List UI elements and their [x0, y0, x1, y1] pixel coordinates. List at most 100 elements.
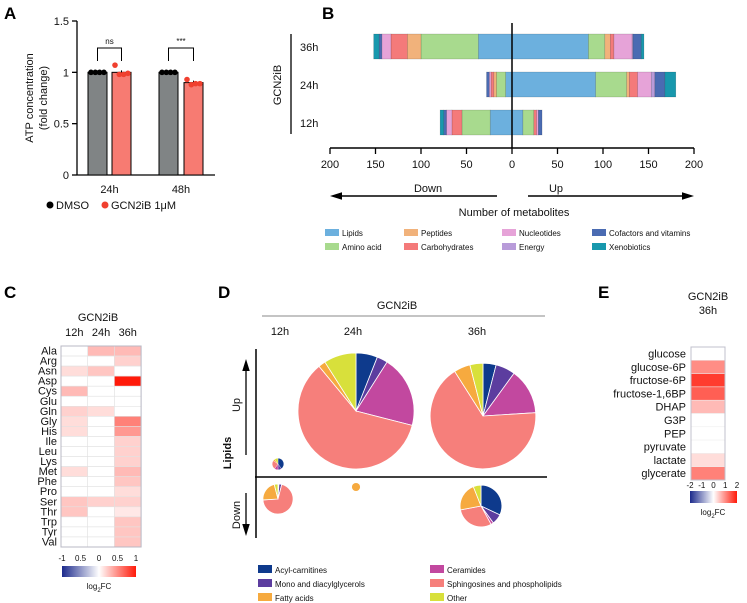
bar-segment — [511, 109, 524, 136]
heatmap-cell — [690, 466, 726, 481]
heatmap-cell — [114, 426, 142, 437]
row-label: fructose-1,6BP — [613, 388, 686, 400]
bar — [158, 71, 179, 176]
heatmap-cell — [114, 506, 142, 518]
heatmap-cell — [690, 439, 726, 454]
colorbar-tick-label: -2 — [686, 481, 694, 490]
bar-segment — [654, 71, 666, 98]
heatmap-cell — [87, 456, 115, 467]
x-tick-label: 200 — [321, 159, 339, 171]
data-point — [184, 76, 190, 83]
legend-swatch — [430, 593, 444, 601]
row-label: Lipids — [222, 437, 234, 469]
heatmap-cell — [114, 496, 142, 508]
bar — [183, 82, 204, 176]
x-tick-label: 50 — [551, 159, 563, 171]
group-label: GCN2iB — [272, 65, 284, 105]
heatmap-cell — [87, 355, 115, 367]
panel-label-c: C — [4, 283, 16, 302]
heatmap-cell — [60, 395, 89, 407]
data-point — [88, 69, 94, 76]
colorbar-tick-label: 0 — [711, 481, 716, 490]
legend-swatch — [258, 579, 272, 587]
row-label: lactate — [654, 455, 686, 467]
row-label: Gly — [41, 416, 58, 428]
panel-label-a: A — [4, 4, 16, 23]
significance-label: ns — [105, 37, 113, 46]
heatmap-cell — [114, 395, 142, 407]
heatmap-title: GCN2iB — [688, 291, 728, 303]
heatmap-cell — [690, 386, 726, 401]
x-tick-label: 50 — [460, 159, 472, 171]
data-point — [192, 80, 199, 87]
data-point — [197, 80, 203, 87]
bar-segment — [390, 33, 408, 60]
legend-label: Xenobiotics — [609, 243, 650, 252]
bar-segment — [496, 71, 506, 98]
y-axis-label-line: (fold change) — [38, 66, 50, 130]
data-point — [120, 71, 127, 78]
row-label: Thr — [41, 506, 58, 518]
bar-segment — [595, 71, 627, 98]
pie-slice — [273, 483, 279, 500]
heatmap-cell — [87, 345, 115, 357]
x-tick-label: 100 — [412, 159, 430, 171]
row-label: Leu — [39, 446, 57, 458]
bar-segment — [511, 33, 589, 60]
bar-segment — [626, 71, 630, 98]
row-label: Pro — [40, 486, 57, 498]
row-label: glucose-6P — [631, 362, 686, 374]
heatmap-cell — [87, 416, 115, 427]
label-subscript: 2 — [97, 588, 101, 594]
down-arrow-head — [242, 524, 250, 536]
bar-segment — [637, 71, 652, 98]
pie-slice — [429, 370, 537, 470]
heatmap-cell — [60, 486, 89, 498]
row-label: His — [41, 426, 57, 438]
row-label: DHAP — [655, 402, 686, 414]
heatmap-cell — [87, 405, 115, 417]
row-label: G3P — [664, 415, 686, 427]
heatmap-cell — [114, 436, 142, 447]
row-label: Ile — [45, 436, 57, 448]
bar-segment — [461, 109, 491, 136]
bar-segment — [381, 33, 392, 60]
heatmap-cell — [87, 466, 115, 477]
colorbar-tick-label: 0.5 — [112, 554, 124, 563]
heatmap-cell — [60, 456, 89, 467]
bar-segment — [533, 109, 537, 136]
heatmap-cell — [690, 399, 726, 414]
heatmap-cell — [87, 426, 115, 437]
up-label: Up — [549, 183, 563, 195]
heatmap-cell — [690, 373, 726, 388]
heatmap-cell — [690, 413, 726, 428]
column-label: 24h — [344, 326, 362, 338]
heatmap-cell — [60, 536, 89, 548]
heatmap-cell — [60, 446, 89, 457]
row-label: Phe — [37, 476, 57, 488]
legend-label: Ceramides — [447, 566, 486, 575]
data-point — [163, 69, 170, 76]
bar — [111, 71, 132, 176]
row-label: Met — [39, 466, 57, 478]
column-label: 36h — [468, 326, 486, 338]
pie-slice — [297, 365, 413, 470]
row-label: Tyr — [42, 526, 58, 538]
bar-segment — [522, 109, 535, 136]
bar-segment — [439, 109, 444, 136]
column-label: 36h — [119, 327, 137, 339]
row-label: pyruvate — [644, 442, 686, 454]
heatmap-cell — [60, 426, 89, 437]
pie-slice — [469, 362, 484, 417]
bar-segment — [446, 109, 453, 136]
up-arrow-head — [242, 359, 250, 371]
legend-swatch — [404, 229, 418, 236]
bar-segment — [489, 109, 513, 136]
row-label: fructose-6P — [630, 375, 686, 387]
up-label: Up — [231, 398, 243, 412]
significance-bracket — [168, 47, 194, 61]
down-arrow-head — [330, 192, 342, 200]
heatmap-cell — [60, 476, 89, 487]
pie-slice — [351, 482, 361, 492]
heatmap-border — [60, 345, 142, 548]
